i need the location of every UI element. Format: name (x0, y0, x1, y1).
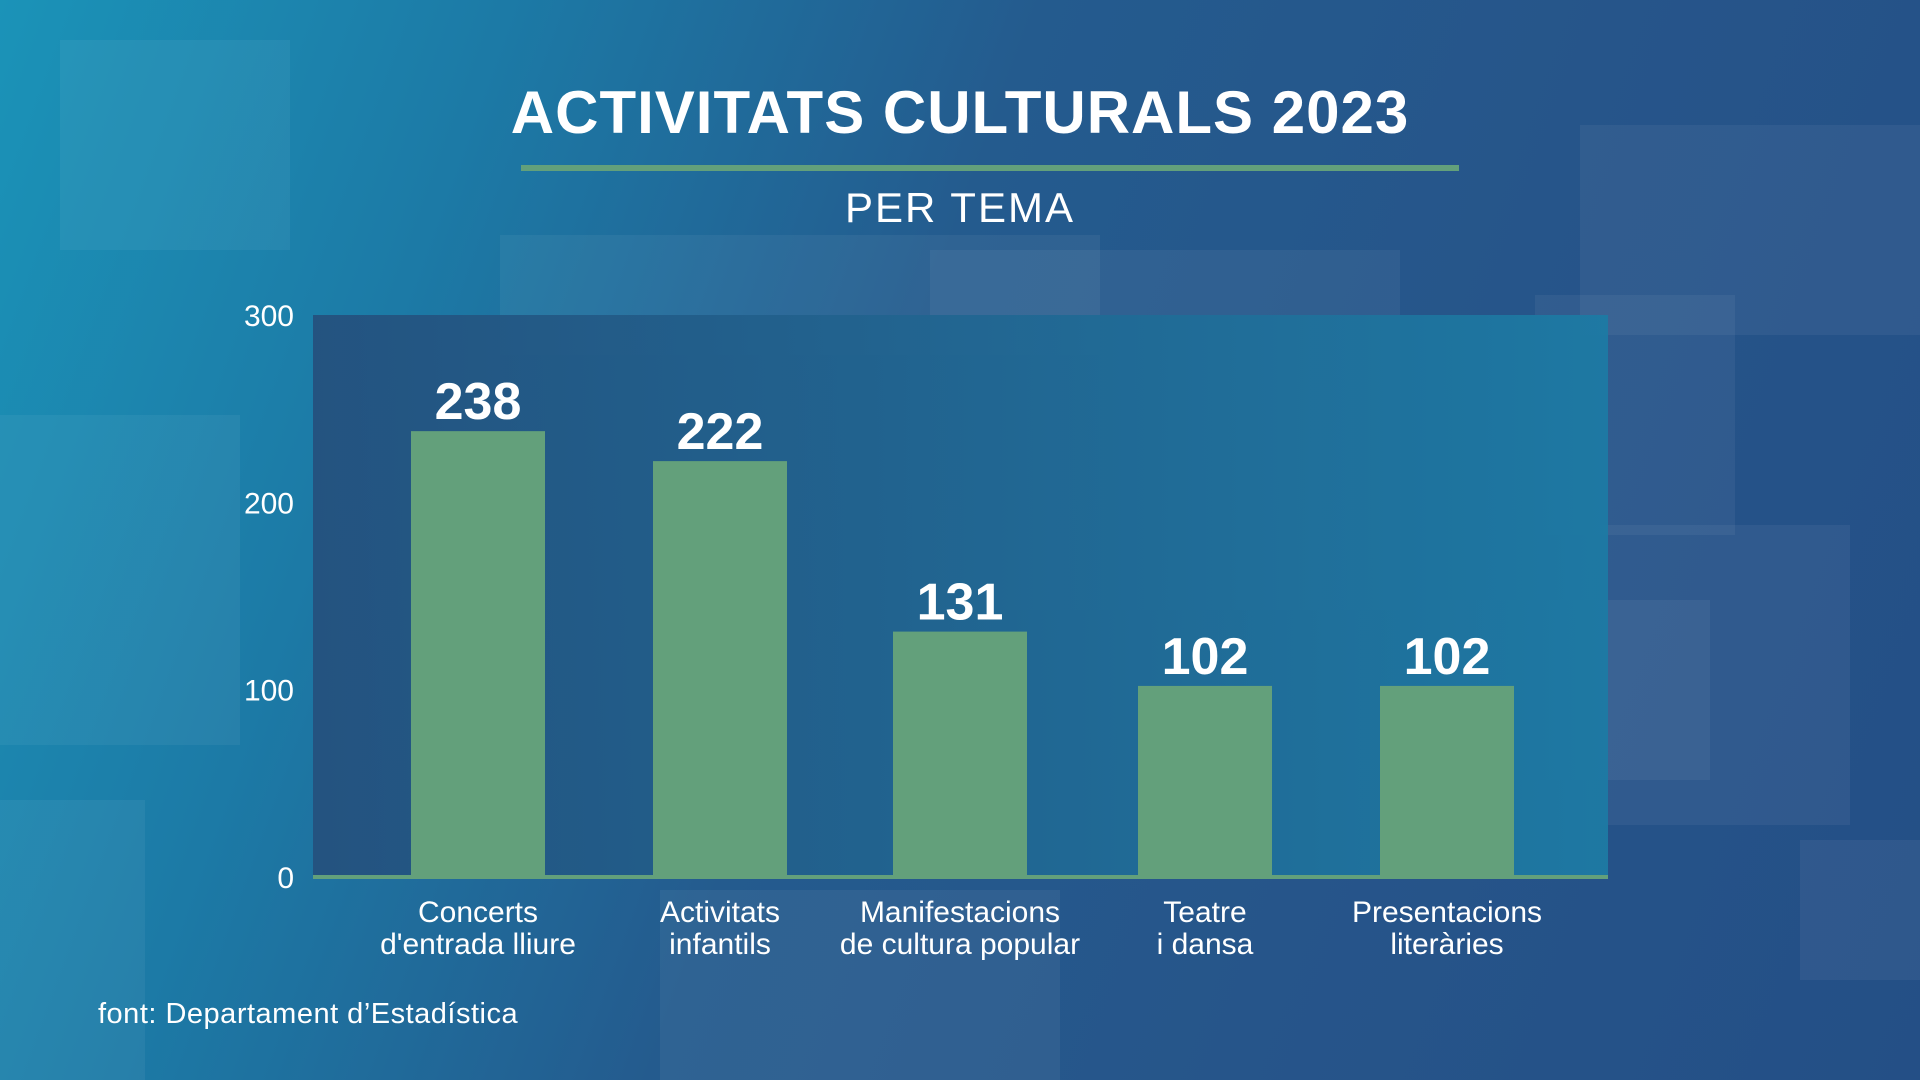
chart-title: ACTIVITATS CULTURALS 2023 (510, 79, 1410, 146)
bar (653, 461, 787, 877)
category-label: i dansa (1157, 928, 1254, 961)
bars (411, 431, 1514, 877)
category-label: Manifestacions (860, 896, 1060, 929)
chart-subtitle: PER TEMA (845, 184, 1075, 231)
title-underline (521, 165, 1459, 171)
category-label: Concerts (418, 896, 538, 929)
category-label: Activitats (660, 896, 780, 929)
source-note: font: Departament d’Estadística (98, 998, 519, 1030)
value-labels: 238 222 131 102 102 (435, 373, 1491, 686)
y-tick-label: 200 (244, 487, 294, 520)
category-label: literàries (1390, 928, 1503, 961)
bar-value-label: 238 (435, 373, 522, 431)
bar (411, 431, 545, 877)
bar (893, 631, 1027, 877)
bar-value-label: 102 (1162, 628, 1249, 686)
bar (1380, 685, 1514, 877)
category-label: infantils (669, 928, 771, 961)
y-tick-label: 100 (244, 675, 294, 708)
y-tick-label: 0 (277, 862, 294, 895)
y-tick-label: 300 (244, 300, 294, 333)
category-label: d'entrada lliure (380, 928, 576, 961)
bar (1138, 685, 1272, 877)
y-axis: 0 100 200 300 (244, 300, 294, 895)
bar-value-label: 102 (1404, 628, 1491, 686)
category-label: de cultura popular (840, 928, 1080, 961)
bar-value-label: 222 (677, 403, 764, 461)
bar-value-label: 131 (917, 574, 1004, 632)
category-label: Presentacions (1352, 896, 1542, 929)
category-label: Teatre (1163, 896, 1246, 929)
